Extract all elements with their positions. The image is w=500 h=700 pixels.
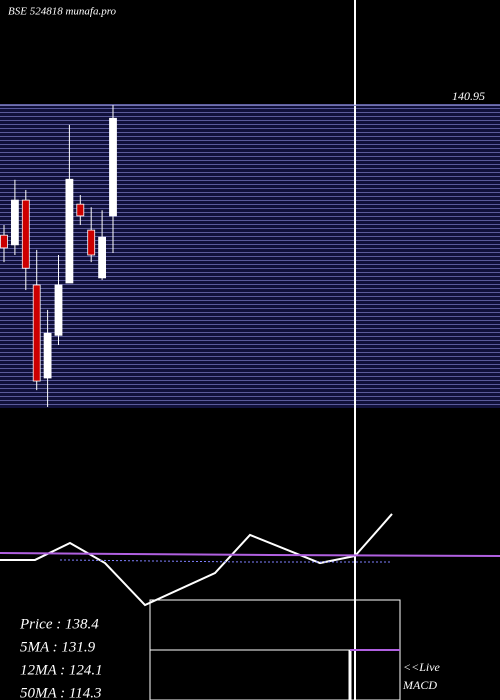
info-text: 12MA : 124.1: [20, 662, 103, 678]
candle-body: [0, 234, 8, 249]
candle-body: [65, 178, 74, 284]
indicator-line: [0, 513, 393, 607]
candle-body: [76, 203, 85, 217]
annotation: <<Live: [403, 660, 441, 674]
info-text: 5MA : 131.9: [20, 639, 96, 655]
price-panel: [0, 104, 500, 408]
candle-body: [10, 199, 19, 246]
info-text: 50MA : 114.3: [20, 685, 102, 700]
candle-body: [21, 199, 30, 269]
candle-body: [109, 117, 117, 217]
annotation: MACD: [402, 678, 437, 692]
candle-body: [87, 229, 96, 256]
y-tick-label: 140.95: [452, 89, 485, 103]
info-text: Price : 138.4: [19, 616, 99, 632]
candle-body: [32, 284, 41, 382]
candle-body: [43, 332, 52, 379]
candle-body: [98, 236, 106, 279]
chart-title: BSE 524818 munafa.pro: [8, 6, 117, 18]
candle-body: [54, 284, 63, 336]
indicator-line: [0, 552, 500, 557]
